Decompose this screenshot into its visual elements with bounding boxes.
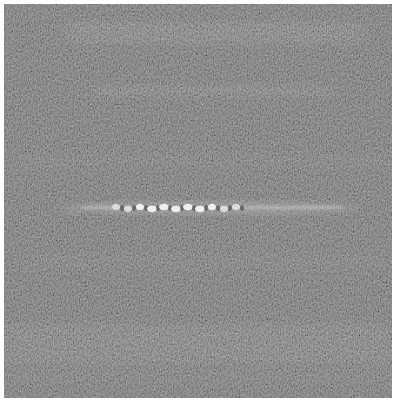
streak-bead <box>147 205 157 213</box>
streak-beads <box>112 203 244 213</box>
bright-streak <box>59 201 359 215</box>
streak-bead <box>159 203 169 211</box>
streak-bead <box>124 205 132 213</box>
streak-bead <box>171 205 181 213</box>
streak-gap <box>156 205 160 211</box>
streak-gap <box>180 205 184 211</box>
streak-gap <box>168 205 172 211</box>
streak-bead <box>208 203 216 211</box>
streak-gap <box>120 205 124 211</box>
streak-bead <box>232 203 240 211</box>
streak-gap <box>132 205 136 211</box>
streak-bead <box>183 203 193 211</box>
streak-gap <box>204 205 208 211</box>
noise-texture <box>4 4 392 398</box>
micrograph-image <box>4 4 392 398</box>
streak-bead <box>195 205 205 213</box>
streak-gap <box>192 205 196 211</box>
streak-gap <box>228 205 232 211</box>
streak-gap <box>216 205 220 211</box>
streak-bead <box>136 203 144 211</box>
streak-bead <box>220 205 228 213</box>
streak-gap <box>240 205 244 211</box>
streak-bead <box>112 203 120 211</box>
streak-gap <box>144 205 148 211</box>
